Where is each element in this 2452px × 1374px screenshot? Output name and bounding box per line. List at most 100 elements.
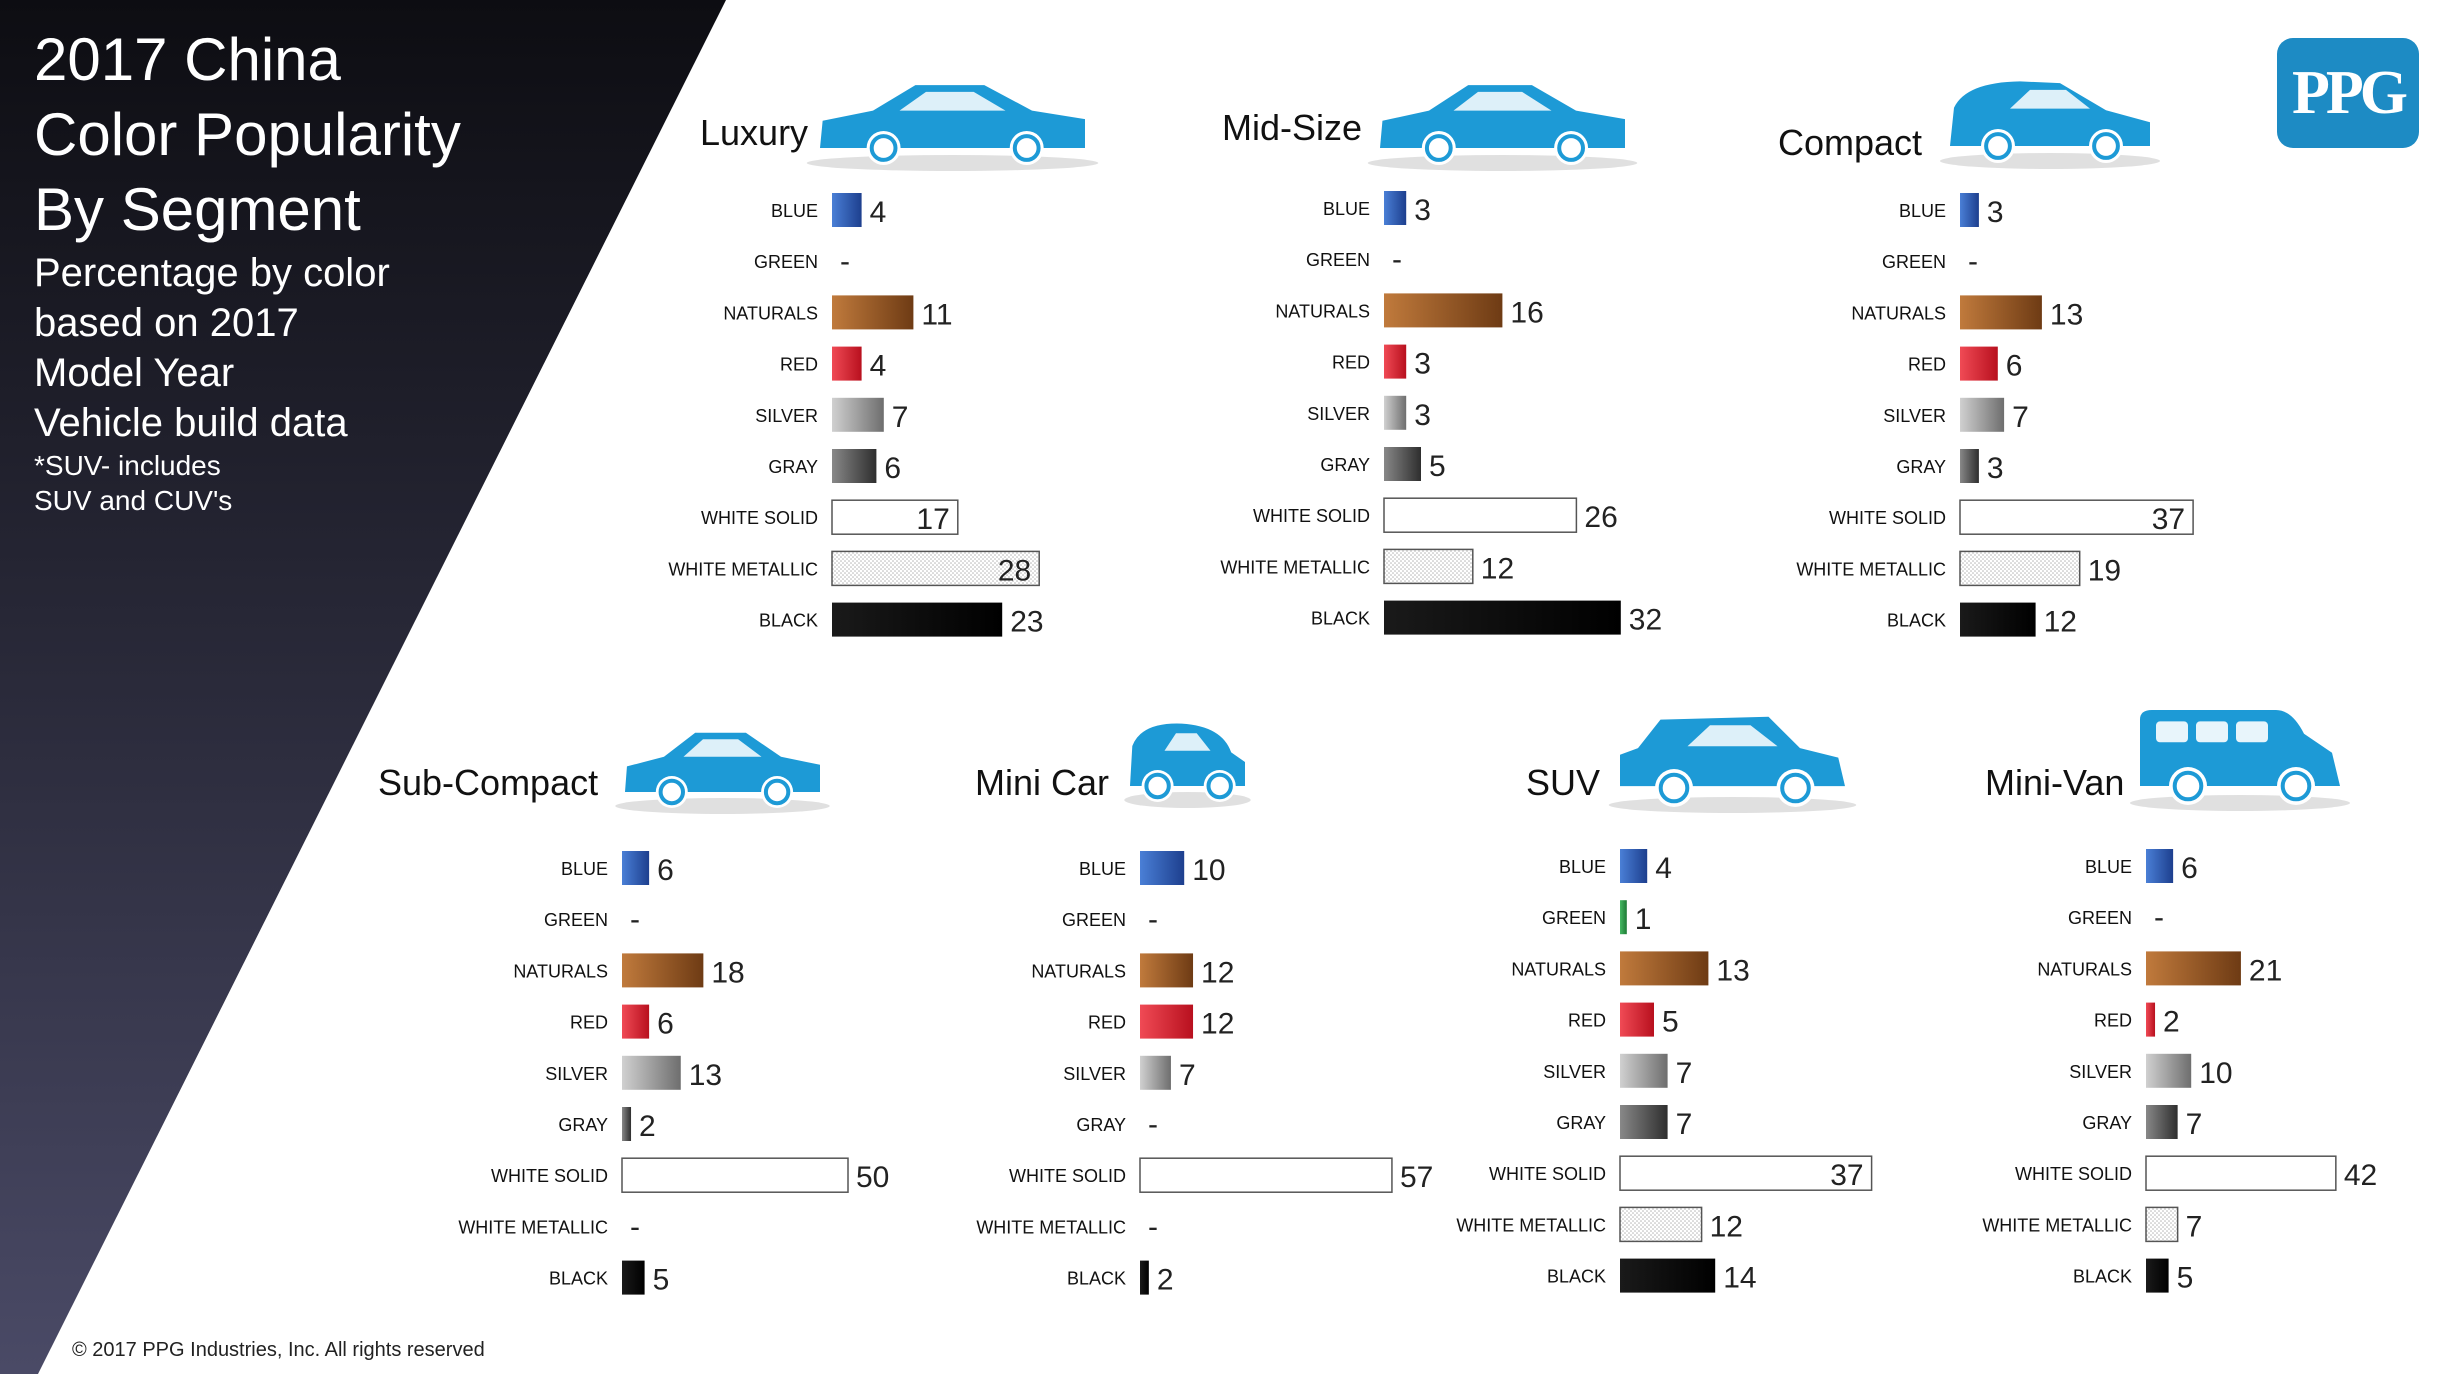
value-label: 3	[1414, 194, 1431, 227]
bar-naturals	[1620, 951, 1709, 986]
bar-black	[832, 602, 1003, 637]
bar-white-metallic	[1383, 548, 1474, 585]
category-label: SILVER	[1063, 1064, 1126, 1084]
category-label: SILVER	[2069, 1062, 2132, 1082]
bar-white-metallic	[1959, 550, 2081, 587]
bar-naturals	[622, 953, 704, 988]
category-label: GREEN	[544, 910, 608, 930]
value-label: 7	[892, 401, 909, 434]
bar-naturals	[1384, 293, 1503, 328]
bar-gray	[622, 1107, 632, 1141]
bar-silver	[2146, 1053, 2192, 1088]
value-label: 4	[870, 196, 887, 229]
category-label: BLACK	[759, 611, 818, 631]
category-label: NATURALS	[723, 303, 818, 323]
value-label: 21	[2249, 954, 2282, 987]
category-label: SILVER	[1883, 406, 1946, 426]
segment-title: Mini Car	[975, 762, 1109, 803]
value-label: 11	[921, 298, 952, 331]
category-label: GRAY	[558, 1115, 608, 1135]
value-label: 2	[2163, 1006, 2180, 1039]
category-label: GRAY	[1556, 1113, 1606, 1133]
value-label: 6	[657, 1008, 674, 1041]
bar-white-metallic	[1619, 1206, 1703, 1243]
sedan-icon	[615, 732, 830, 814]
bar-blue	[1140, 851, 1185, 885]
segment-title: Mid-Size	[1222, 107, 1362, 148]
value-label: 2	[639, 1110, 656, 1143]
bar-blue	[622, 851, 650, 885]
value-label: 7	[1676, 1108, 1693, 1141]
category-label: BLUE	[1559, 857, 1606, 877]
category-label: WHITE SOLID	[2015, 1164, 2132, 1184]
bar-blue	[1384, 191, 1407, 225]
segment-chart-suv: SUV BLUE 4 GREEN 1 NATURALS 13 RED 5 SILVER 7 GRAY 7…	[1456, 716, 1873, 1295]
value-label: 12	[1481, 552, 1514, 585]
category-label: RED	[1332, 353, 1370, 373]
value-label: 6	[2181, 852, 2198, 885]
value-label: 6	[2006, 350, 2023, 383]
value-label: 10	[2199, 1057, 2232, 1090]
bar-silver	[1384, 395, 1407, 430]
bar-white-solid	[621, 1157, 849, 1193]
value-label: 4	[870, 350, 887, 383]
segment-chart-mid-size: Mid-Size BLUE 3 GREEN - NATURALS 16 RED 3 SILVER 3…	[1220, 85, 1662, 637]
value-label: 7	[2186, 1108, 2203, 1141]
value-label: 5	[1429, 450, 1446, 483]
value-label: 5	[2177, 1262, 2194, 1295]
page-subtitle: Percentage by color based on 2017 Model …	[34, 248, 634, 448]
bar-white-solid	[831, 499, 959, 535]
category-label: BLACK	[2073, 1267, 2132, 1287]
value-label: 13	[689, 1059, 722, 1092]
value-label: 19	[2088, 554, 2121, 587]
bar-gray	[1960, 449, 1979, 483]
category-label: NATURALS	[2037, 959, 2132, 979]
bar-gray	[1384, 447, 1421, 481]
bar-black	[1620, 1258, 1716, 1293]
bar-blue	[2146, 849, 2174, 883]
value-label: 7	[1179, 1059, 1196, 1092]
value-label: 3	[1987, 452, 2004, 485]
value-label: 1	[1635, 903, 1652, 936]
value-label: 32	[1629, 604, 1662, 637]
category-label: BLACK	[1067, 1269, 1126, 1289]
category-label: NATURALS	[1275, 301, 1370, 321]
bar-red	[622, 1004, 650, 1039]
bar-gray	[2146, 1105, 2178, 1139]
note-line: *SUV- includes	[34, 450, 221, 481]
bar-silver	[622, 1055, 681, 1090]
subtitle-line: Model Year	[34, 351, 235, 395]
title-line: 2017 China	[34, 26, 341, 93]
category-label: BLUE	[2085, 857, 2132, 877]
bar-white-solid	[2145, 1155, 2337, 1191]
value-label: 3	[1414, 348, 1431, 381]
bar-white-solid	[1619, 1155, 1873, 1191]
category-label: RED	[570, 1013, 608, 1033]
category-label: GRAY	[1896, 457, 1946, 477]
bar-white-solid	[1139, 1157, 1393, 1193]
value-label: 18	[711, 956, 744, 989]
no-data-dash: -	[840, 245, 850, 278]
category-label: NATURALS	[513, 961, 608, 981]
category-label: BLUE	[1323, 199, 1370, 219]
bar-black	[1384, 600, 1621, 635]
segment-chart-sub-compact: Sub-Compact BLUE 6 GREEN - NATURALS 18 RED 6 SILV…	[378, 732, 889, 1297]
category-label: WHITE METALLIC	[1982, 1215, 2132, 1235]
bar-green	[1620, 900, 1627, 935]
bar-black	[622, 1260, 645, 1295]
bar-naturals	[1140, 953, 1194, 988]
bar-black	[1960, 602, 2036, 637]
category-label: GREEN	[1306, 250, 1370, 270]
copyright: © 2017 PPG Industries, Inc. All rights r…	[72, 1339, 485, 1361]
value-label: 16	[1510, 296, 1543, 329]
value-label: 6	[884, 452, 901, 485]
category-label: GREEN	[2068, 908, 2132, 928]
category-label: BLACK	[549, 1269, 608, 1289]
sedan-icon	[1367, 85, 1638, 171]
title-line: By Segment	[34, 176, 361, 243]
category-label: SILVER	[755, 406, 818, 426]
value-label: 37	[1830, 1159, 1863, 1192]
category-label: BLUE	[1899, 201, 1946, 221]
bar-white-metallic	[831, 550, 1040, 587]
segment-chart-luxury: Luxury BLUE 4 GREEN - NATURALS 11 RED 4 SILVER 7 GR…	[668, 85, 1099, 639]
